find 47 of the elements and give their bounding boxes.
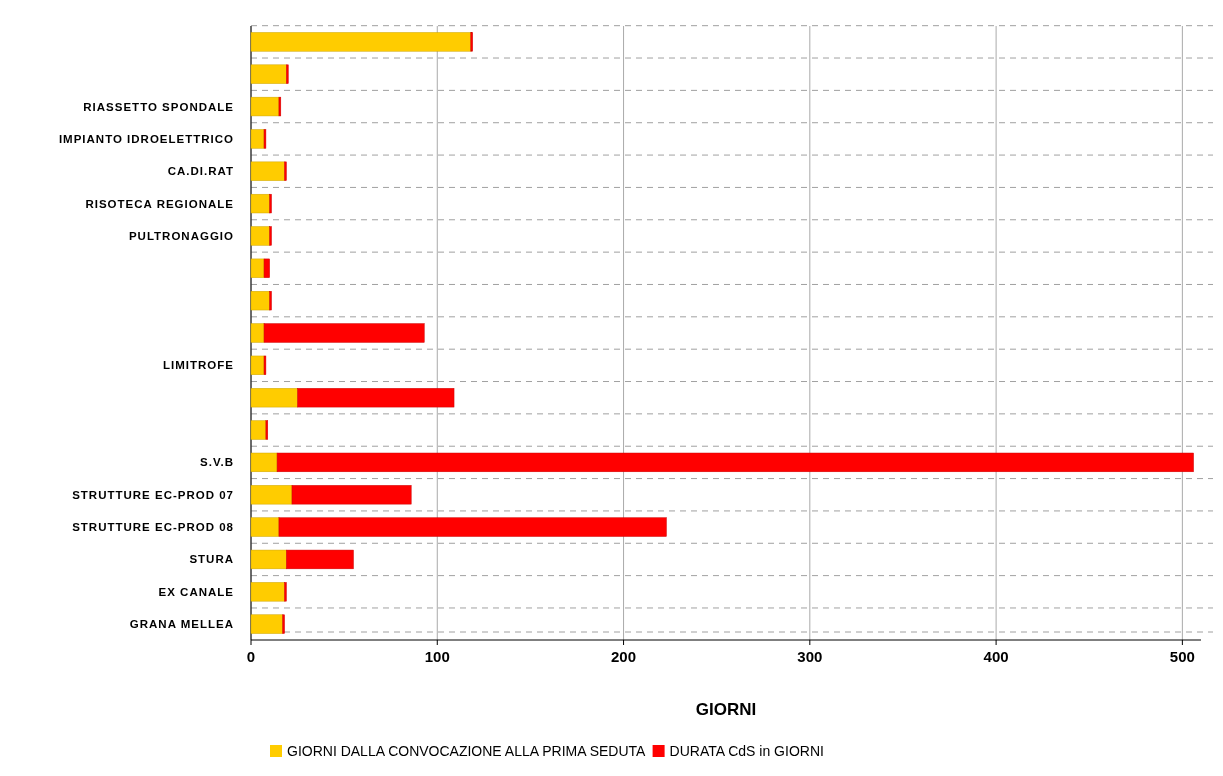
- bar: [250, 549, 287, 570]
- x-tick-label: 300: [797, 648, 823, 665]
- y-tick-label: GRANA MELLEA: [129, 618, 234, 631]
- bar: [250, 420, 267, 440]
- bar: [297, 388, 455, 408]
- bar: [250, 291, 270, 311]
- y-tick-label: RIASSETTO SPONDALE: [83, 100, 234, 113]
- x-tick-label: 500: [1169, 648, 1195, 665]
- bar: [250, 517, 280, 537]
- bar: [278, 517, 667, 537]
- y-tick-label: PULTRONAGGIO: [128, 229, 234, 242]
- x-tick-label: 400: [983, 648, 1009, 665]
- bar: [250, 96, 280, 117]
- y-tick-label: RISOTECA REGIONALE: [85, 197, 234, 210]
- bar: [250, 64, 287, 84]
- bar: [250, 161, 285, 181]
- bar: [250, 193, 270, 214]
- bar: [250, 355, 265, 375]
- y-tick-label: IMPIANTO IDROELETTRICO: [58, 132, 234, 145]
- bar: [250, 485, 293, 505]
- y-tick-label: STRUTTURE EC-PROD 07: [72, 488, 234, 501]
- bar: [250, 32, 472, 52]
- bar: [250, 388, 298, 408]
- legend-label: DURATA CdS in GIORNI: [669, 743, 824, 759]
- x-tick-label: 0: [246, 648, 256, 665]
- bar: [263, 323, 425, 343]
- x-tick-label: 100: [424, 648, 450, 665]
- bar: [250, 582, 285, 602]
- bar: [263, 258, 270, 278]
- bar: [276, 452, 1194, 473]
- y-tick-label: STURA: [189, 553, 234, 566]
- y-tick-label: LIMITROFE: [163, 359, 234, 372]
- y-tick-label: STRUTTURE EC-PROD 08: [72, 521, 234, 534]
- bar: [250, 226, 270, 246]
- y-tick-label: EX CANALE: [158, 585, 234, 598]
- bar: [291, 485, 412, 505]
- bar: [250, 258, 265, 278]
- x-axis-title: GIORNI: [695, 700, 757, 719]
- x-tick-label: 200: [611, 648, 637, 665]
- bar: [250, 614, 283, 634]
- y-tick-label: S.V.B: [200, 456, 234, 469]
- bar: [286, 549, 354, 570]
- y-tick-label: CA.DI.RAT: [167, 165, 234, 178]
- legend-label: GIORNI DALLA CONVOCAZIONE ALLA PRIMA SEDUTA: [287, 743, 647, 759]
- bar: [250, 129, 265, 149]
- bar: [250, 452, 278, 473]
- bar: [250, 323, 265, 343]
